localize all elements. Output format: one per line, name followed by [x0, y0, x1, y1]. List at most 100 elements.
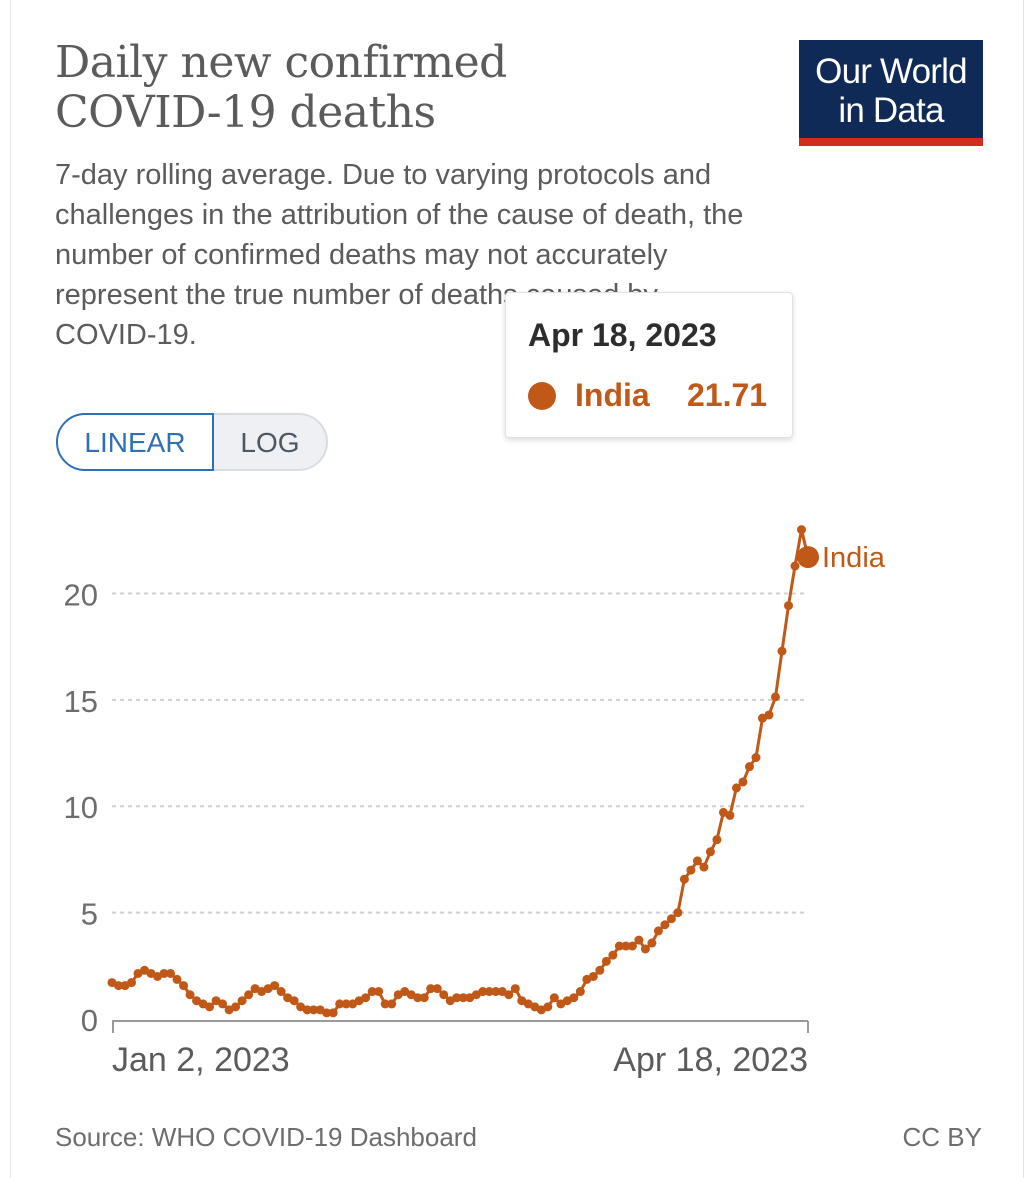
series-line-india[interactable]	[111, 528, 810, 1015]
data-point[interactable]	[270, 981, 280, 991]
data-point[interactable]	[679, 874, 689, 884]
logo-text-line1: Our World	[815, 52, 967, 91]
data-point[interactable]	[543, 1002, 553, 1012]
data-point[interactable]	[179, 981, 189, 991]
data-point[interactable]	[699, 862, 709, 872]
data-point[interactable]	[491, 987, 501, 997]
series-india[interactable]	[111, 528, 810, 1015]
grid-lines	[112, 592, 808, 914]
data-point[interactable]	[614, 941, 624, 951]
data-point[interactable]	[452, 993, 462, 1003]
data-point[interactable]	[484, 987, 494, 997]
data-point[interactable]	[413, 993, 423, 1003]
data-point[interactable]	[439, 990, 449, 1000]
data-point[interactable]	[172, 974, 182, 984]
data-point[interactable]	[114, 981, 124, 991]
data-point[interactable]	[361, 993, 371, 1003]
data-point[interactable]	[751, 753, 761, 763]
data-point[interactable]	[322, 1008, 332, 1018]
data-point[interactable]	[777, 646, 787, 656]
data-point[interactable]	[478, 987, 488, 997]
data-point[interactable]	[432, 984, 442, 994]
data-point[interactable]	[237, 996, 247, 1006]
data-point[interactable]	[205, 1002, 215, 1012]
data-point[interactable]	[653, 926, 663, 936]
data-point[interactable]	[764, 710, 774, 720]
linear-scale-button[interactable]: LINEAR	[56, 413, 214, 471]
tooltip-date: Apr 18, 2023	[528, 317, 717, 353]
y-tick-label-5: 5	[81, 897, 98, 932]
series-india-points[interactable]: India	[107, 525, 886, 1018]
data-point[interactable]	[159, 968, 169, 978]
y-tick-label-15: 15	[64, 684, 98, 719]
data-point[interactable]	[640, 944, 650, 954]
data-point[interactable]	[231, 1002, 241, 1012]
logo-text-line2: in Data	[838, 91, 944, 130]
data-point[interactable]	[341, 999, 351, 1009]
data-point[interactable]	[601, 956, 611, 966]
logo-accent-bar	[799, 138, 983, 146]
x-axis: Jan 2, 2023 Apr 18, 2023	[112, 1020, 809, 1079]
data-point[interactable]	[569, 993, 579, 1003]
data-point[interactable]	[289, 996, 299, 1006]
data-point[interactable]	[276, 987, 286, 997]
license-label[interactable]: CC BY	[902, 1122, 982, 1152]
data-point[interactable]	[595, 965, 605, 975]
data-point[interactable]	[621, 941, 631, 951]
data-point[interactable]	[380, 999, 390, 1009]
data-point[interactable]	[244, 990, 254, 1000]
data-point[interactable]	[770, 692, 780, 702]
data-point[interactable]	[731, 783, 741, 793]
our-world-in-data-logo[interactable]: Our World in Data	[799, 40, 983, 146]
data-point[interactable]	[575, 987, 585, 997]
data-point[interactable]	[504, 990, 514, 1000]
data-point[interactable]	[666, 914, 676, 924]
data-point[interactable]	[647, 938, 657, 948]
data-point[interactable]	[387, 999, 397, 1009]
scale-toggle: LINEAR LOG	[56, 413, 328, 471]
y-tick-label-20: 20	[64, 577, 98, 612]
data-point[interactable]	[166, 968, 176, 978]
data-point[interactable]	[783, 601, 793, 611]
data-point[interactable]	[419, 993, 429, 1003]
data-point[interactable]	[608, 950, 618, 960]
data-point[interactable]	[705, 847, 715, 857]
data-point[interactable]	[790, 561, 800, 571]
data-point[interactable]	[185, 990, 195, 1000]
y-axis-ticks: 0 5 10 15 20	[64, 577, 98, 1038]
series-end-marker[interactable]	[797, 546, 819, 569]
data-point[interactable]	[367, 987, 377, 997]
data-point[interactable]	[426, 984, 436, 994]
data-point[interactable]	[549, 993, 559, 1003]
data-point[interactable]	[510, 984, 520, 994]
data-point[interactable]	[686, 865, 696, 875]
data-point[interactable]	[374, 987, 384, 997]
data-point[interactable]	[218, 999, 228, 1009]
x-tick-label-end: Apr 18, 2023	[613, 1041, 808, 1079]
data-point[interactable]	[328, 1008, 338, 1018]
data-point[interactable]	[660, 920, 670, 930]
data-point[interactable]	[335, 999, 345, 1009]
x-tick-label-start: Jan 2, 2023	[112, 1041, 290, 1079]
data-point[interactable]	[302, 1005, 312, 1015]
data-point[interactable]	[738, 777, 748, 787]
chart-subtitle: 7-day rolling average. Due to varying pr…	[55, 159, 744, 351]
tooltip-series-dot-icon	[528, 382, 556, 410]
source-note[interactable]: Source: WHO COVID-19 Dashboard	[55, 1122, 477, 1152]
y-tick-label-10: 10	[64, 790, 98, 825]
data-point[interactable]	[127, 978, 137, 988]
data-point[interactable]	[458, 993, 468, 1003]
data-point[interactable]	[309, 1005, 319, 1015]
data-point[interactable]	[627, 941, 637, 951]
log-scale-button[interactable]: LOG	[214, 413, 328, 471]
data-point[interactable]	[744, 762, 754, 772]
data-point[interactable]	[673, 908, 683, 918]
data-point[interactable]	[725, 810, 735, 820]
tooltip-series-value: 21.71	[687, 377, 768, 413]
data-point[interactable]	[692, 856, 702, 866]
data-point[interactable]	[712, 835, 722, 845]
data-point[interactable]	[634, 935, 644, 945]
data-point[interactable]	[796, 525, 806, 535]
data-point[interactable]	[588, 971, 598, 981]
chart-title: Daily new confirmed COVID-19 deaths	[55, 37, 507, 138]
